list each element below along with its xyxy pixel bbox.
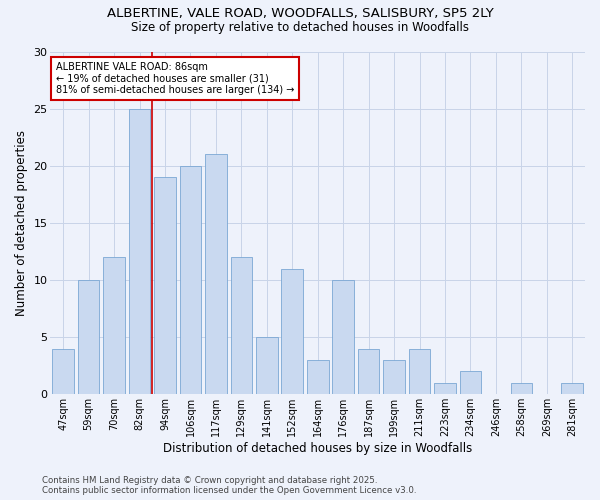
Bar: [332, 280, 354, 394]
Text: ALBERTINE, VALE ROAD, WOODFALLS, SALISBURY, SP5 2LY: ALBERTINE, VALE ROAD, WOODFALLS, SALISBU…: [107, 8, 493, 20]
Bar: [52, 348, 74, 395]
Bar: [256, 337, 278, 394]
Bar: [409, 348, 430, 395]
Bar: [205, 154, 227, 394]
Bar: [154, 177, 176, 394]
Bar: [179, 166, 201, 394]
Bar: [358, 348, 379, 395]
Bar: [230, 257, 252, 394]
Y-axis label: Number of detached properties: Number of detached properties: [15, 130, 28, 316]
Bar: [307, 360, 329, 394]
Bar: [511, 383, 532, 394]
Bar: [78, 280, 100, 394]
Bar: [460, 372, 481, 394]
Text: ALBERTINE VALE ROAD: 86sqm
← 19% of detached houses are smaller (31)
81% of semi: ALBERTINE VALE ROAD: 86sqm ← 19% of deta…: [56, 62, 294, 95]
Bar: [281, 268, 303, 394]
Text: Contains HM Land Registry data © Crown copyright and database right 2025.
Contai: Contains HM Land Registry data © Crown c…: [42, 476, 416, 495]
Text: Size of property relative to detached houses in Woodfalls: Size of property relative to detached ho…: [131, 21, 469, 34]
X-axis label: Distribution of detached houses by size in Woodfalls: Distribution of detached houses by size …: [163, 442, 472, 455]
Bar: [103, 257, 125, 394]
Bar: [129, 108, 151, 395]
Bar: [434, 383, 456, 394]
Bar: [383, 360, 405, 394]
Bar: [562, 383, 583, 394]
